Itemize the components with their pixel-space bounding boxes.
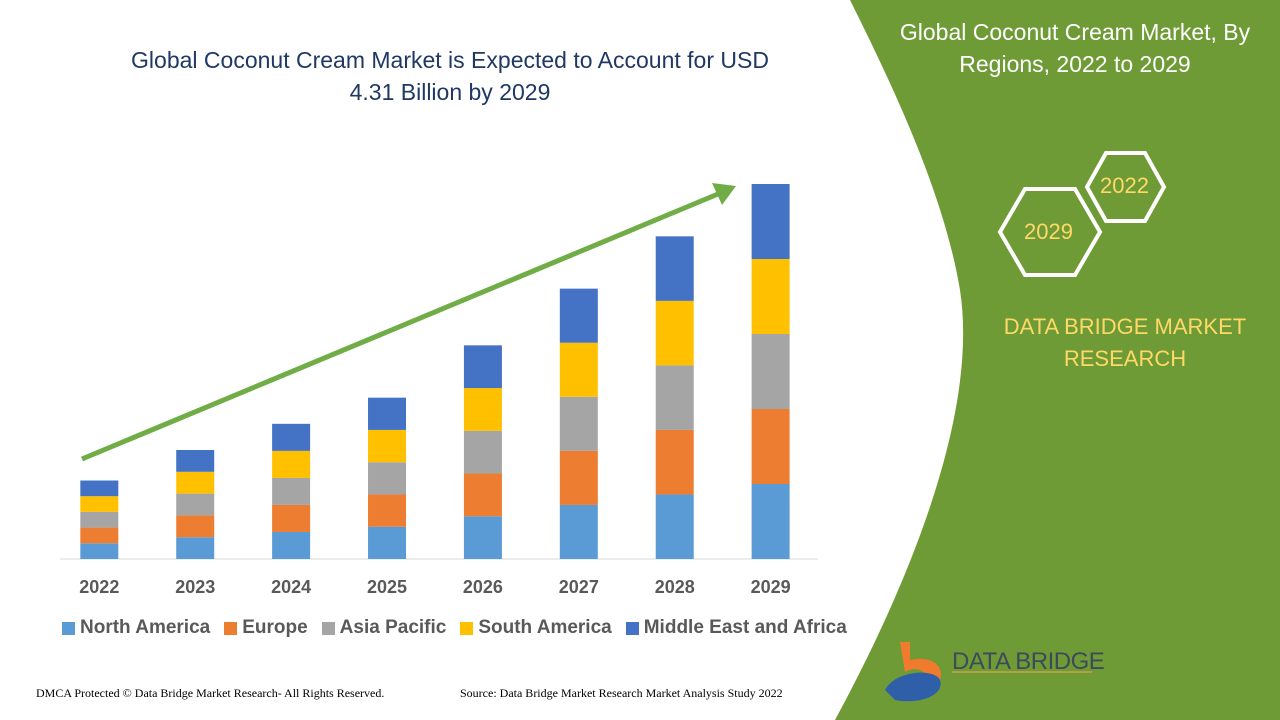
legend-item: Middle East and Africa: [625, 617, 847, 639]
bar-segment-2029-1: [751, 409, 790, 484]
x-tick-label: 2022: [79, 577, 119, 597]
bar-segment-2023-3: [176, 471, 215, 494]
bar-segment-2022-0: [80, 543, 119, 559]
bar-segment-2024-4: [272, 423, 311, 451]
bar-segment-2029-0: [751, 484, 790, 559]
x-tick-label: 2025: [367, 577, 407, 597]
bar-segment-2022-2: [80, 511, 119, 528]
bar-segment-2022-1: [80, 527, 119, 544]
bar-segment-2025-0: [368, 526, 407, 559]
bar-segment-2024-1: [272, 504, 311, 532]
bar-segment-2024-2: [272, 477, 311, 505]
bar-segment-2026-3: [463, 388, 502, 431]
legend-item: Asia Pacific: [321, 617, 447, 639]
legend-swatch: [62, 621, 75, 635]
bar-segment-2026-4: [463, 345, 502, 389]
x-tick-label: 2026: [463, 577, 503, 597]
bar-segment-2027-0: [559, 504, 598, 559]
logo-text: DATA BRIDGE: [952, 648, 1105, 675]
bar-segment-2026-2: [463, 430, 502, 474]
bar-segment-2028-2: [655, 365, 694, 430]
legend-label: Asia Pacific: [339, 617, 447, 638]
bar-segment-2024-3: [272, 450, 311, 478]
x-tick-label: 2023: [175, 577, 215, 597]
bar-segment-2029-3: [751, 259, 790, 334]
bar-segment-2028-0: [655, 494, 694, 559]
bar-segment-2027-4: [559, 288, 598, 343]
data-bridge-logo-icon: [885, 642, 1092, 702]
bar-segment-2028-1: [655, 429, 694, 495]
legend-item: South America: [460, 617, 612, 639]
legend-item: North America: [62, 617, 210, 639]
bar-segment-2029-4: [751, 184, 790, 259]
legend-swatch: [224, 621, 238, 635]
hexagon-2029-icon: [997, 187, 1103, 277]
bar-segment-2025-4: [368, 397, 407, 430]
bar-segment-2023-4: [176, 449, 215, 472]
footer-copyright: DMCA Protected © Data Bridge Market Rese…: [36, 686, 385, 700]
chart-title: Global Coconut Cream Market is Expected …: [131, 47, 769, 105]
bar-segment-2027-3: [559, 342, 598, 397]
bar-segment-2026-0: [463, 516, 502, 559]
bar-segment-2028-4: [655, 236, 694, 301]
legend-swatch: [625, 621, 639, 635]
green-side-panel: [835, 0, 1280, 720]
bar-segment-2023-2: [176, 493, 215, 516]
bar-segment-2023-0: [176, 537, 215, 559]
x-tick-label: 2024: [271, 577, 311, 597]
x-tick-label: 2028: [655, 577, 695, 597]
bar-segment-2029-2: [751, 334, 790, 409]
bar-segment-2022-3: [80, 496, 119, 512]
bar-segment-2027-1: [559, 450, 598, 505]
footer-source: Source: Data Bridge Market Research Mark…: [460, 686, 783, 700]
legend-label: Middle East and Africa: [643, 617, 847, 638]
brand-name: DATA BRIDGE MARKET RESEARCH: [1003, 314, 1247, 371]
x-tick-label: 2029: [751, 577, 791, 597]
legend-label: Europe: [242, 617, 308, 638]
legend-swatch: [321, 621, 335, 635]
hex-label-2029: 2029: [1024, 219, 1073, 244]
hexagon-2022-icon: [1084, 151, 1167, 223]
bar-segment-2024-0: [272, 531, 311, 559]
bar-segment-2025-3: [368, 429, 407, 463]
bar-segment-2025-2: [368, 462, 407, 495]
bar-segment-2027-2: [559, 396, 598, 451]
legend-label: South America: [478, 617, 612, 638]
side-panel-title: Global Coconut Cream Market, By Regions,…: [899, 19, 1251, 77]
legend-label: North America: [80, 617, 211, 638]
bar-segment-2026-1: [463, 473, 502, 517]
bar-segment-2023-1: [176, 515, 215, 538]
trend-arrow: [81, 183, 736, 462]
legend: North America Europe Asia Pacific South …: [62, 617, 847, 639]
bar-segment-2025-1: [368, 494, 407, 527]
bar-segment-2028-3: [655, 300, 694, 366]
x-tick-label: 2027: [559, 577, 599, 597]
legend-swatch: [460, 621, 474, 635]
hex-label-2022: 2022: [1100, 173, 1149, 198]
legend-item: Europe: [224, 617, 308, 639]
bar-segment-2022-4: [80, 480, 119, 497]
